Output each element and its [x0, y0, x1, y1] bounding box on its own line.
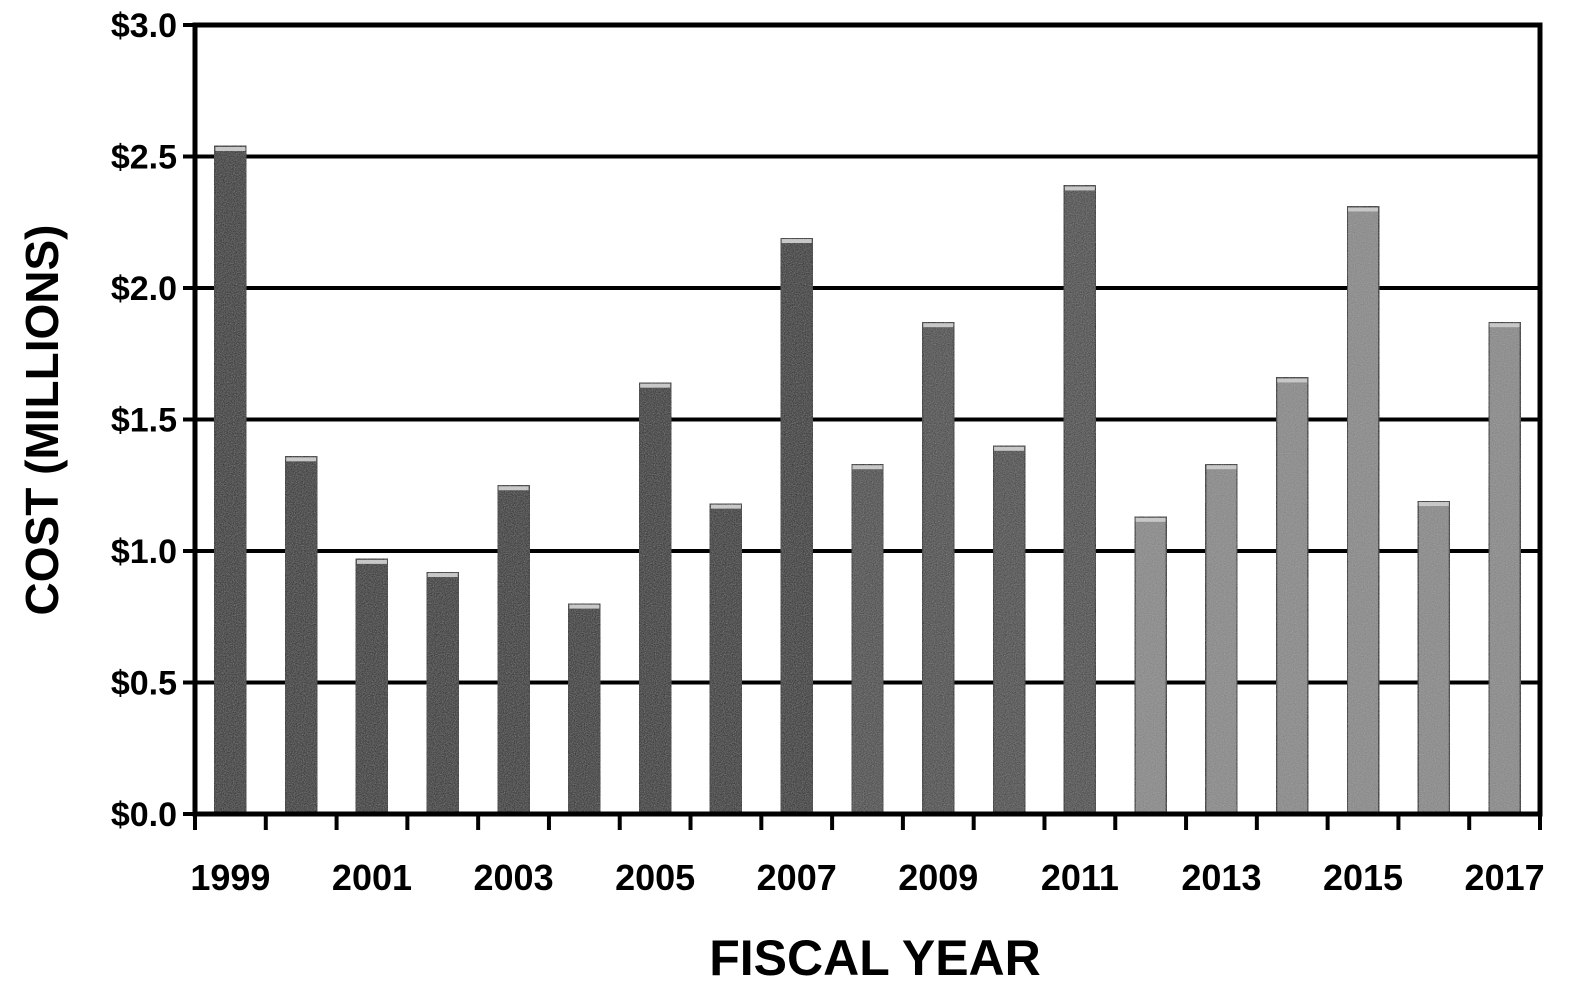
bar-body [425, 571, 460, 815]
x-tick-label: 2017 [1465, 857, 1545, 898]
bar-cap [1064, 186, 1095, 191]
bar-body [1062, 184, 1097, 815]
y-axis-label: COST (MILLIONS) [16, 225, 68, 616]
y-tick-label: $2.0 [111, 270, 177, 308]
bars [213, 144, 1522, 816]
x-tick-label: 2009 [898, 857, 978, 898]
x-tick-label: 1999 [190, 857, 270, 898]
bar-cap [1206, 465, 1237, 470]
x-tick-label: 2011 [1041, 857, 1119, 898]
bar-body [1487, 321, 1522, 815]
bar-body [638, 381, 673, 815]
bar-2008 [850, 463, 885, 815]
bar-body [1275, 376, 1310, 815]
y-tick-label: $1.0 [111, 533, 177, 571]
bar-cap [1135, 517, 1166, 522]
x-tick-label: 2007 [757, 857, 837, 898]
bar-body [992, 444, 1027, 815]
bar-2000 [284, 455, 319, 815]
bar-2017 [1487, 321, 1522, 815]
bar-2003 [496, 484, 531, 815]
bar-2013 [1204, 463, 1239, 815]
bar-2012 [1133, 515, 1168, 815]
bar-body [354, 557, 389, 816]
bar-cap [1489, 323, 1520, 328]
x-axis-ticks: 1999 2001 2003 2005 2007 2009 2011 2013 2015 2017 [190, 814, 1545, 898]
x-tick-label: 2015 [1323, 857, 1403, 898]
bar-2001 [354, 557, 389, 816]
y-tick-label: $2.5 [111, 139, 177, 177]
bar-1999 [213, 144, 248, 816]
bar-cap [286, 457, 317, 462]
bar-2006 [708, 502, 743, 815]
bar-cap [640, 383, 671, 388]
bar-cap [569, 604, 600, 609]
bar-body [213, 144, 248, 816]
bar-cap [356, 559, 387, 564]
y-axis-ticks: $0.0 $0.5 $1.0 $1.5 $2.0 $2.5 $3.0 [111, 7, 195, 834]
bar-2015 [1346, 205, 1381, 816]
gridlines [195, 154, 1540, 685]
bar-body [567, 602, 602, 815]
bar-cap [215, 146, 246, 151]
x-tick-label: 2005 [615, 857, 695, 898]
bar-2002 [425, 571, 460, 815]
bar-2016 [1416, 500, 1451, 815]
bar-body [708, 502, 743, 815]
bar-2005 [638, 381, 673, 815]
bar-body [1133, 515, 1168, 815]
bar-2009 [921, 321, 956, 815]
bar-body [850, 463, 885, 815]
x-axis-label: FISCAL YEAR [709, 930, 1041, 985]
y-tick-label: $0.0 [111, 796, 177, 834]
bar-cap [994, 446, 1025, 451]
bar-cap [923, 323, 954, 328]
bar-2010 [992, 444, 1027, 815]
bar-body [1346, 205, 1381, 816]
y-tick-label: $3.0 [111, 7, 177, 45]
bar-body [1204, 463, 1239, 815]
bar-cap [1418, 502, 1449, 507]
bar-cap [427, 573, 458, 578]
bar-body [496, 484, 531, 815]
bar-cap [852, 465, 883, 470]
bar-cap [710, 504, 741, 509]
y-tick-label: $0.5 [111, 665, 177, 703]
x-tick-label: 2003 [474, 857, 554, 898]
bar-body [779, 237, 814, 815]
bar-cap [1348, 207, 1379, 212]
bar-body [1416, 500, 1451, 815]
bar-body [921, 321, 956, 815]
bar-2014 [1275, 376, 1310, 815]
bar-2011 [1062, 184, 1097, 815]
bar-2004 [567, 602, 602, 815]
x-tick-label: 2013 [1181, 857, 1261, 898]
x-tick-label: 2001 [332, 857, 412, 898]
bar-cap [781, 239, 812, 244]
y-tick-label: $1.5 [111, 402, 177, 440]
bar-cap [1277, 378, 1308, 383]
bar-cap [498, 486, 529, 491]
bar-body [284, 455, 319, 815]
bar-2007 [779, 237, 814, 815]
